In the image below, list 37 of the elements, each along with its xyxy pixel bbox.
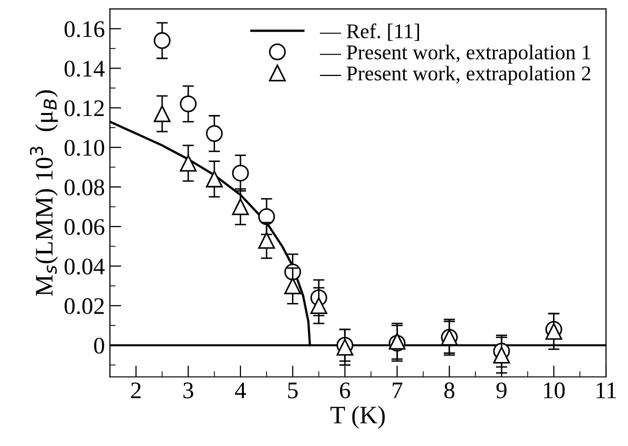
point bbox=[493, 346, 510, 364]
legend-label: — Present work, extrapolation 1 bbox=[320, 44, 590, 64]
y-tick-label: 0.04 bbox=[64, 258, 105, 275]
y-tick-label: 0.16 bbox=[64, 21, 104, 38]
point bbox=[258, 208, 275, 226]
y-tick-label: 0.10 bbox=[64, 140, 104, 156]
y-tick-label: 0.08 bbox=[64, 179, 104, 196]
x-tick-label: 11 bbox=[596, 382, 616, 398]
x-tick-label: 10 bbox=[544, 382, 565, 398]
point bbox=[206, 125, 223, 142]
x-tick-label: 9 bbox=[496, 382, 507, 398]
x-axis-title: T (K) bbox=[330, 406, 385, 429]
y-tick-label: 0 bbox=[94, 338, 104, 354]
point bbox=[310, 297, 328, 314]
x-tick-label: 7 bbox=[392, 382, 402, 398]
x-tick-label: 8 bbox=[444, 382, 454, 398]
x-tick-label: 3 bbox=[183, 382, 194, 398]
y-tick-label: 0.02 bbox=[64, 298, 104, 314]
x-tick-label: 6 bbox=[340, 382, 350, 398]
y-tick-label: 0.12 bbox=[64, 100, 104, 116]
point bbox=[258, 232, 275, 249]
legend-label: — Ref. [11] bbox=[320, 23, 419, 41]
y-tick-label: 0.14 bbox=[64, 60, 105, 77]
point bbox=[232, 198, 249, 216]
point bbox=[206, 170, 223, 188]
point bbox=[232, 164, 249, 182]
point bbox=[180, 95, 197, 112]
legend-label: — Present work, extrapolation 2 bbox=[320, 66, 590, 85]
point bbox=[180, 154, 197, 172]
point bbox=[154, 32, 171, 49]
y-axis-title: M$_{s}$(LMM) 10$^{3}$ (μ$_{B}$) bbox=[30, 90, 58, 296]
y-tick-label: 0.06 bbox=[64, 219, 104, 236]
x-tick-label: 2 bbox=[131, 382, 141, 398]
point bbox=[154, 105, 171, 122]
point bbox=[284, 277, 302, 294]
x-tick-label: 5 bbox=[288, 382, 298, 398]
x-tick-label: 4 bbox=[235, 382, 246, 398]
